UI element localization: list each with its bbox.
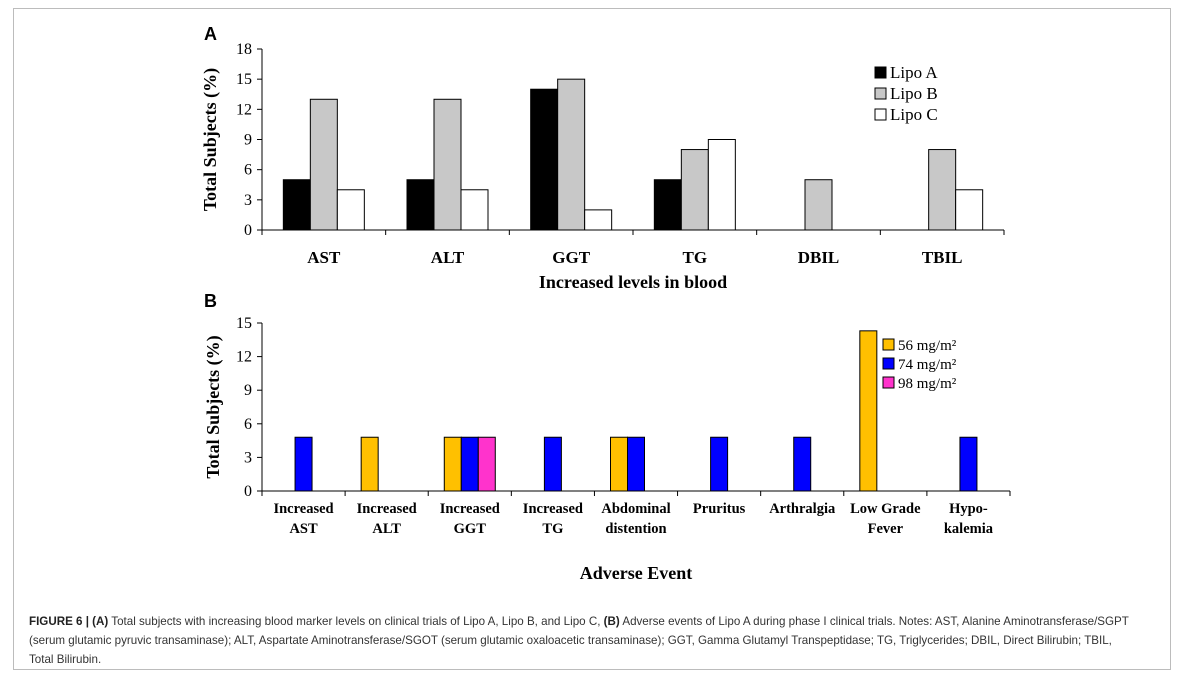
figure-frame — [13, 8, 1171, 670]
x-category-label: ALT — [431, 248, 465, 267]
bar-lipo-b — [557, 78, 586, 231]
y-axis-title: Total Subjects (%) — [200, 68, 221, 211]
legend-label: 56 mg/m² — [898, 338, 957, 354]
bar-lipo-b — [928, 149, 957, 231]
caption-text-b: Adverse events of Lipo A during phase I … — [29, 615, 1129, 666]
legend-label: 98 mg/m² — [898, 376, 957, 392]
bar-lipo-b — [680, 149, 709, 231]
x-axis-title: Adverse Event — [580, 563, 692, 583]
x-category-label: Abdominal — [601, 501, 670, 517]
y-tick-label: 18 — [236, 41, 252, 58]
bar-lipo-c — [460, 189, 489, 231]
bar-74-mg-m- — [793, 436, 812, 492]
y-tick-label: 0 — [244, 483, 252, 500]
bar-74-mg-m- — [543, 436, 562, 492]
x-category-label: kalemia — [944, 521, 994, 537]
y-tick-label: 9 — [244, 132, 252, 149]
x-category-label: Increased — [440, 501, 500, 517]
bar-74-mg-m- — [710, 436, 729, 492]
y-tick-label: 6 — [244, 162, 252, 179]
y-tick-label: 15 — [236, 71, 252, 88]
caption-text-a: Total subjects with increasing blood mar… — [108, 615, 604, 628]
bar-lipo-b — [309, 98, 338, 231]
legend: 56 mg/m² 74 mg/m² 98 mg/m² — [882, 338, 957, 392]
bar-56-mg-m- — [610, 436, 628, 492]
legend-label: 74 mg/m² — [898, 357, 957, 373]
x-category-label: TG — [683, 248, 708, 267]
y-axis-title: Total Subjects (%) — [203, 335, 224, 478]
bar-56-mg-m- — [859, 330, 878, 492]
bar-74-mg-m- — [294, 436, 313, 492]
legend-label: Lipo A — [890, 63, 938, 82]
caption-label: FIGURE 6 | — [29, 615, 89, 628]
bar-56-mg-m- — [443, 436, 462, 492]
legend-swatch — [874, 66, 887, 79]
x-category-label: distention — [605, 521, 666, 537]
x-category-label: Fever — [868, 521, 904, 537]
bar-lipo-c — [955, 189, 984, 231]
x-category-label: Low Grade — [850, 501, 921, 517]
bar-lipo-a — [282, 179, 311, 231]
x-axis-title: Increased levels in blood — [539, 272, 727, 292]
legend-label: Lipo C — [890, 105, 938, 124]
caption-part-a: (A) — [92, 615, 109, 628]
bar-lipo-b — [804, 179, 833, 231]
bar-74-mg-m- — [959, 436, 978, 492]
y-tick-label: 3 — [244, 192, 252, 209]
bar-56-mg-m- — [360, 436, 379, 492]
x-category-label: AST — [307, 248, 341, 267]
y-tick-label: 0 — [244, 222, 252, 239]
legend-swatch — [882, 376, 895, 389]
x-category-label: Increased — [273, 501, 333, 517]
panel-a-chart: A 0 3 6 9 12 15 18 AST ALT GGT TG DBIL TBIL Increased … — [200, 24, 1005, 292]
x-category-label: Increased — [357, 501, 417, 517]
panel-b-letter: B — [204, 291, 217, 311]
bar-lipo-c — [707, 139, 736, 231]
y-tick-label: 6 — [244, 416, 252, 433]
x-category-label: GGT — [454, 521, 487, 537]
bar-lipo-a — [653, 179, 682, 231]
y-tick-label: 15 — [236, 315, 252, 332]
bar-lipo-a — [406, 179, 435, 231]
x-category-label: DBIL — [798, 248, 840, 267]
panel-a-letter: A — [204, 24, 217, 44]
y-tick-label: 12 — [236, 349, 252, 366]
x-category-label: Pruritus — [693, 501, 746, 517]
bar-lipo-c — [336, 189, 365, 231]
figure-caption: FIGURE 6 | (A) Total subjects with incre… — [29, 612, 1139, 669]
x-category-label: Hypo- — [949, 501, 988, 517]
panel-b-chart: B 0 3 6 9 12 15 Increased AST Increased ALT Increas… — [203, 291, 1011, 583]
caption-part-b: (B) — [603, 615, 620, 628]
x-category-label: TG — [542, 521, 563, 537]
legend-swatch — [882, 357, 895, 370]
bar-lipo-c — [584, 209, 613, 231]
legend: Lipo A Lipo B Lipo C — [874, 63, 938, 124]
bar-lipo-b — [433, 98, 462, 231]
bar-lipo-a — [530, 88, 559, 231]
legend-label: Lipo B — [890, 84, 938, 103]
legend-swatch — [874, 108, 887, 121]
x-category-label: AST — [289, 521, 318, 537]
bar-74-mg-m- — [460, 436, 479, 492]
y-tick-label: 3 — [244, 449, 252, 466]
y-tick-label: 12 — [236, 101, 252, 118]
bar-98-mg-m- — [477, 436, 496, 492]
x-category-label: Arthralgia — [769, 501, 836, 517]
x-category-label: Increased — [523, 501, 583, 517]
legend-swatch — [874, 87, 887, 100]
bar-74-mg-m- — [627, 436, 645, 492]
x-category-label: ALT — [372, 521, 401, 537]
legend-swatch — [882, 338, 895, 351]
y-tick-label: 9 — [244, 382, 252, 399]
x-category-label: GGT — [552, 248, 590, 267]
x-category-label: TBIL — [922, 248, 963, 267]
